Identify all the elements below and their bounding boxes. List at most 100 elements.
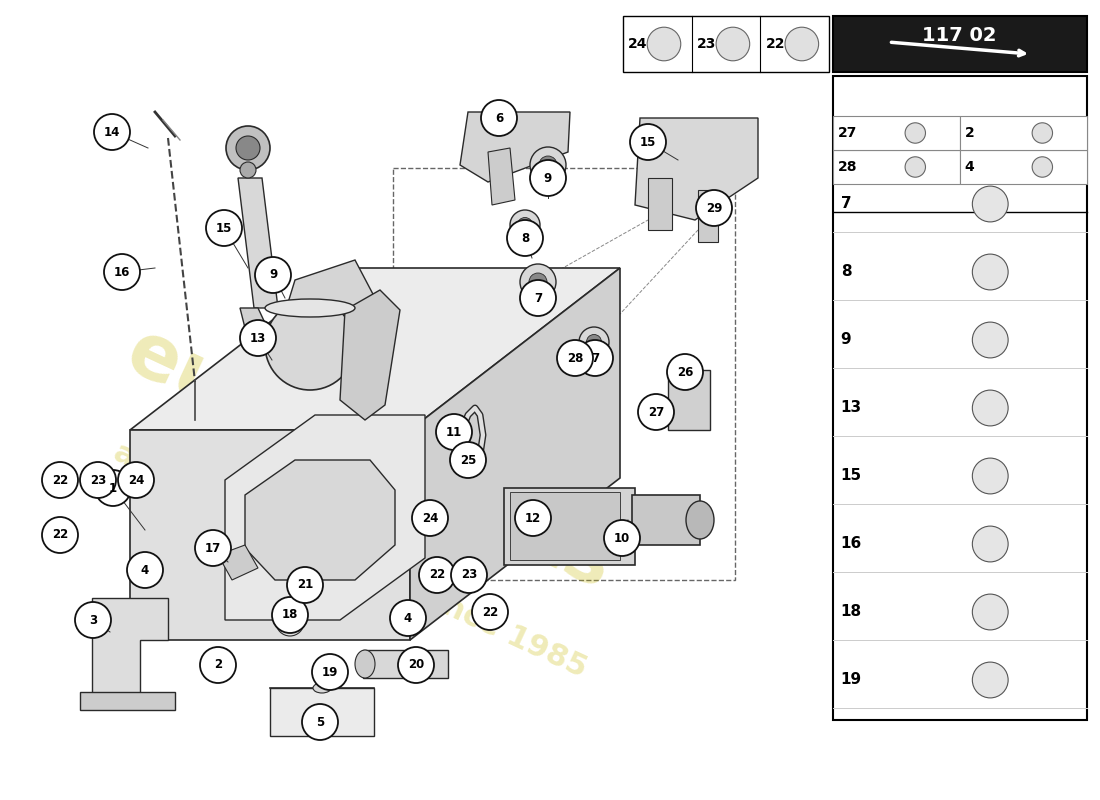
Text: 13: 13 [250, 331, 266, 345]
Circle shape [226, 126, 270, 170]
Text: 2: 2 [213, 658, 222, 671]
Text: 12: 12 [525, 511, 541, 525]
Polygon shape [698, 190, 718, 242]
Ellipse shape [314, 683, 331, 693]
Text: 24: 24 [128, 474, 144, 486]
Circle shape [972, 526, 1008, 562]
Polygon shape [460, 112, 570, 182]
Circle shape [578, 340, 613, 376]
Circle shape [667, 354, 703, 390]
Circle shape [206, 210, 242, 246]
Circle shape [586, 334, 602, 350]
Circle shape [398, 647, 434, 683]
Circle shape [557, 340, 593, 376]
Circle shape [42, 462, 78, 498]
Text: 22: 22 [52, 529, 68, 542]
Circle shape [972, 390, 1008, 426]
Circle shape [42, 517, 78, 553]
Text: europaparts: europaparts [116, 315, 625, 605]
Circle shape [972, 662, 1008, 698]
Circle shape [510, 210, 540, 240]
Circle shape [716, 27, 750, 61]
Polygon shape [410, 268, 620, 640]
Circle shape [412, 500, 448, 536]
Circle shape [240, 162, 256, 178]
Text: 24: 24 [421, 511, 438, 525]
Polygon shape [363, 650, 448, 678]
Circle shape [450, 442, 486, 478]
Text: 15: 15 [840, 469, 861, 483]
Text: 10: 10 [614, 531, 630, 545]
Circle shape [785, 27, 818, 61]
Text: 28: 28 [838, 160, 857, 174]
Text: 22: 22 [482, 606, 498, 618]
Polygon shape [504, 488, 635, 565]
Circle shape [515, 500, 551, 536]
Text: 22: 22 [429, 569, 446, 582]
Text: 19: 19 [840, 673, 861, 687]
Text: 13: 13 [840, 401, 861, 415]
Text: 28: 28 [566, 351, 583, 365]
Circle shape [517, 218, 532, 233]
Text: 15: 15 [216, 222, 232, 234]
Circle shape [95, 470, 131, 506]
Circle shape [539, 156, 557, 174]
Text: 9: 9 [840, 333, 851, 347]
Polygon shape [270, 688, 374, 736]
Text: 18: 18 [840, 605, 861, 619]
Text: 8: 8 [521, 231, 529, 245]
Text: 4: 4 [141, 563, 150, 577]
Text: a passion for parts since 1985: a passion for parts since 1985 [109, 438, 591, 682]
Text: 17: 17 [205, 542, 221, 554]
Text: 19: 19 [322, 666, 338, 678]
Bar [959, 150, 1087, 184]
Text: 16: 16 [840, 537, 862, 551]
Text: 4: 4 [965, 160, 975, 174]
Polygon shape [245, 460, 395, 580]
Text: 2: 2 [965, 126, 975, 140]
Polygon shape [340, 290, 400, 420]
Circle shape [451, 557, 487, 593]
Circle shape [972, 458, 1008, 494]
Circle shape [696, 190, 732, 226]
Bar [833, 76, 1087, 720]
Circle shape [240, 320, 276, 356]
Circle shape [104, 254, 140, 290]
Text: 15: 15 [640, 135, 657, 149]
Text: 7: 7 [534, 291, 542, 305]
Text: 18: 18 [282, 609, 298, 622]
Circle shape [972, 186, 1008, 222]
Text: 23: 23 [696, 37, 716, 51]
Polygon shape [80, 692, 175, 710]
Polygon shape [488, 148, 515, 205]
Circle shape [265, 300, 355, 390]
Circle shape [520, 280, 556, 316]
Circle shape [630, 124, 666, 160]
Circle shape [195, 530, 231, 566]
Polygon shape [668, 370, 710, 430]
Text: 25: 25 [460, 454, 476, 466]
Circle shape [481, 100, 517, 136]
Text: 8: 8 [840, 265, 851, 279]
Circle shape [80, 462, 116, 498]
Circle shape [118, 462, 154, 498]
Polygon shape [240, 308, 272, 340]
Circle shape [75, 602, 111, 638]
Polygon shape [130, 268, 620, 430]
Polygon shape [238, 178, 278, 308]
Ellipse shape [686, 501, 714, 539]
Circle shape [200, 647, 236, 683]
Text: 22: 22 [766, 37, 785, 51]
Text: 16: 16 [113, 266, 130, 278]
Circle shape [312, 654, 348, 690]
Circle shape [272, 597, 308, 633]
Polygon shape [218, 545, 258, 580]
Text: 9: 9 [543, 171, 552, 185]
Circle shape [94, 114, 130, 150]
Bar [623, 16, 829, 72]
Circle shape [390, 600, 426, 636]
Circle shape [507, 220, 543, 256]
Text: 21: 21 [297, 578, 313, 591]
Text: 6: 6 [495, 111, 503, 125]
Circle shape [255, 257, 292, 293]
